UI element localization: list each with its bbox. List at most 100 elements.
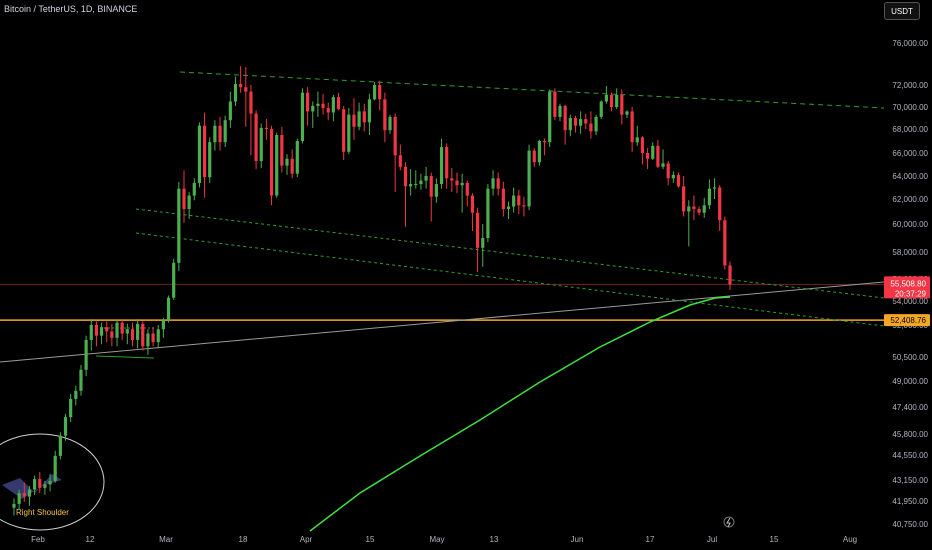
price-tick-label: 45,800.00	[892, 430, 928, 439]
price-tick-label: 60,000.00	[892, 220, 928, 229]
candle-body	[125, 329, 129, 334]
candle-body	[589, 123, 593, 132]
candle-body	[316, 103, 320, 106]
candle-body	[532, 150, 536, 163]
price-tick-label: 44,550.00	[892, 451, 928, 460]
candle-body	[676, 174, 681, 187]
candle-body	[63, 417, 68, 436]
candle-body	[398, 155, 402, 167]
time-tick-label: Aug	[843, 535, 857, 544]
price-tick-label: 76,000.00	[892, 39, 928, 48]
time-tick-label: 18	[239, 535, 248, 544]
candle-body	[326, 108, 330, 113]
candle-body	[43, 484, 47, 488]
candle-body	[269, 129, 274, 196]
candle-body	[506, 206, 511, 209]
candle-body	[625, 111, 629, 115]
time-tick-label: Jul	[707, 535, 717, 544]
candle-body	[300, 92, 305, 141]
candle-body	[403, 166, 408, 187]
candle-body	[692, 206, 696, 209]
candle-body	[460, 182, 464, 186]
candle-body	[609, 94, 614, 107]
candle-body	[666, 163, 670, 179]
candle-body	[378, 85, 382, 100]
candle-body	[311, 105, 315, 112]
lower-channel-line-2[interactable]	[135, 232, 885, 327]
right-shoulder-annotation[interactable]: Right Shoulder	[0, 433, 105, 531]
candle-body	[352, 114, 356, 127]
candle-body	[27, 489, 32, 497]
candle-body	[424, 176, 428, 181]
candle-body	[697, 209, 701, 213]
candle-body	[579, 119, 583, 126]
candle-body	[84, 339, 88, 370]
candle-body	[723, 220, 727, 266]
candle-body	[110, 331, 114, 338]
candle-body	[244, 87, 248, 92]
currency-button[interactable]: USDT	[884, 2, 920, 20]
candle-body	[486, 188, 490, 238]
price-tick-label: 68,000.00	[892, 125, 928, 134]
candle-body	[33, 479, 37, 490]
candle-body	[682, 186, 686, 212]
time-tick-label: Jun	[571, 535, 584, 544]
candle-body	[712, 187, 717, 189]
upper-channel-line[interactable]	[179, 71, 885, 109]
candle-body	[306, 92, 310, 112]
candle-body	[645, 153, 650, 159]
rising-trendline[interactable]	[0, 281, 885, 363]
candle-body	[331, 97, 335, 113]
candle-body	[362, 111, 366, 123]
candle-body	[439, 147, 444, 185]
time-tick-label: Mar	[159, 535, 173, 544]
price-tick-label: 41,950.00	[892, 497, 928, 506]
price-tick-label: 40,750.00	[892, 520, 928, 529]
candle-body	[388, 116, 392, 131]
candle-body	[192, 182, 196, 196]
candle-body	[594, 116, 598, 132]
candle-body	[295, 141, 299, 174]
candle-body	[707, 188, 711, 206]
time-axis: Feb 12 Mar 18 Apr 15 May 13 Jun 17 Jul 15 Aug	[31, 535, 857, 544]
candle-body	[445, 147, 449, 179]
candle-body	[182, 188, 186, 209]
price-tick-label: 50,500.00	[892, 353, 928, 362]
candle-body	[22, 493, 26, 497]
price-tick-label: 43,150.00	[892, 476, 928, 485]
candle-body	[548, 91, 552, 143]
candle-body	[275, 135, 279, 196]
candle-body	[656, 145, 660, 167]
candle-body	[146, 333, 150, 347]
candle-body	[321, 103, 325, 109]
candle-body	[620, 94, 624, 115]
candle-body	[409, 184, 413, 187]
candle-body	[434, 184, 438, 197]
candle-body	[527, 150, 531, 207]
candle-body	[136, 323, 140, 340]
candle-body	[702, 205, 706, 213]
price-tick-label: 66,000.00	[892, 149, 928, 158]
price-tick-label: 72,000.00	[892, 81, 928, 90]
candle-body	[573, 118, 578, 126]
candle-body	[568, 118, 572, 131]
lightning-icon[interactable]	[723, 516, 735, 528]
right-shoulder-label: Right Shoulder	[16, 508, 69, 517]
candle-body	[79, 369, 83, 391]
time-tick-label: 17	[646, 535, 655, 544]
time-tick-label: 15	[770, 535, 779, 544]
candle-body	[17, 493, 21, 504]
candle-body	[476, 212, 480, 248]
moving-average-line[interactable]	[309, 296, 731, 532]
candle-body	[718, 187, 722, 221]
candle-body	[259, 127, 263, 162]
candle-body	[249, 91, 253, 114]
candle-body	[599, 101, 603, 117]
symbol-header: Bitcoin / TetherUS, 1D, BINANCE	[4, 4, 138, 14]
time-tick-label: 15	[366, 535, 375, 544]
candle-body	[429, 176, 433, 197]
candle-body	[728, 265, 732, 285]
